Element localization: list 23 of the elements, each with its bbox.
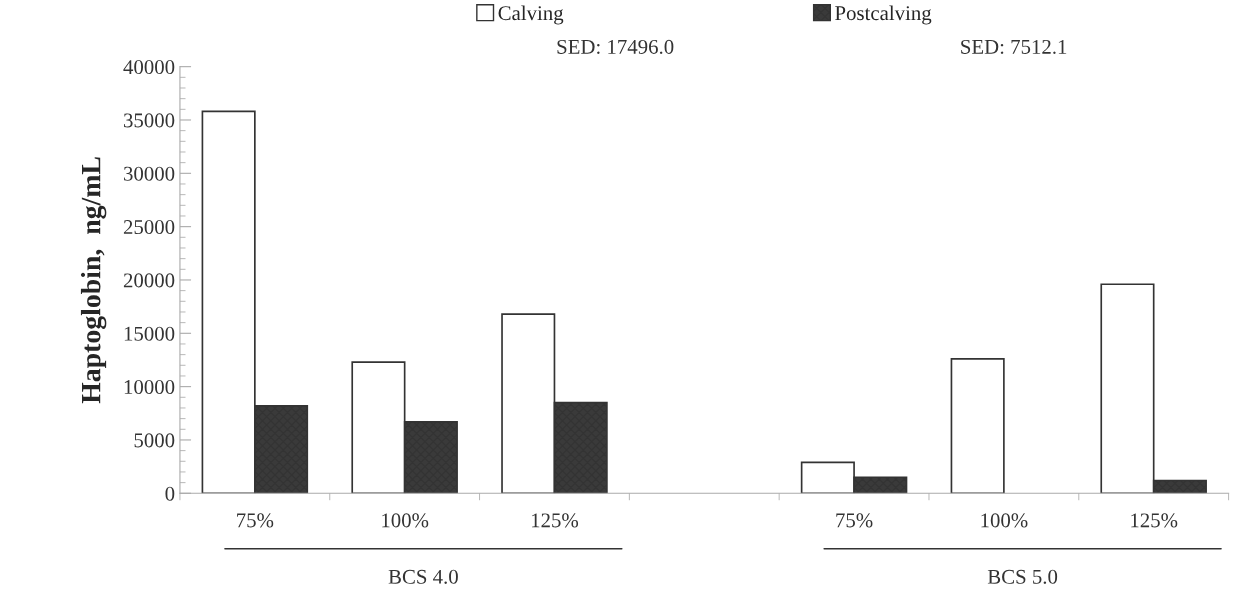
y-tick-label: 30000 (124, 166, 175, 181)
y-tick-label: 5000 (134, 433, 175, 448)
y-tick-label: 10000 (124, 380, 175, 395)
y-tick-label: 0 (165, 486, 175, 501)
legend-label: Calving (498, 5, 564, 25)
y-axis-title: Haptoglobin, ng/mL (80, 157, 107, 404)
text: SED: 7512.1 (961, 39, 1067, 54)
x-tick-label: 75% (836, 513, 873, 528)
y-tick-label: 25000 (123, 220, 175, 235)
bar (950, 358, 1005, 494)
text: BCS 4.0 (388, 569, 458, 584)
x-tick-label: 75% (237, 513, 274, 528)
text: BCS 5.0 (987, 569, 1058, 584)
x-tick-label: 125% (1131, 513, 1178, 528)
text: SED: 17496.0 (557, 39, 674, 54)
y-tick-label: 35000 (124, 113, 175, 128)
y-tick-label: 40000 (123, 60, 175, 75)
legend-label: Postcalving (835, 5, 932, 25)
x-tick-label: 100% (382, 513, 429, 528)
x-tick-label: 125% (531, 513, 579, 528)
y-tick-label: 20000 (123, 273, 175, 288)
x-tick-label: 100% (981, 513, 1028, 528)
y-tick-label: 15000 (124, 326, 175, 341)
